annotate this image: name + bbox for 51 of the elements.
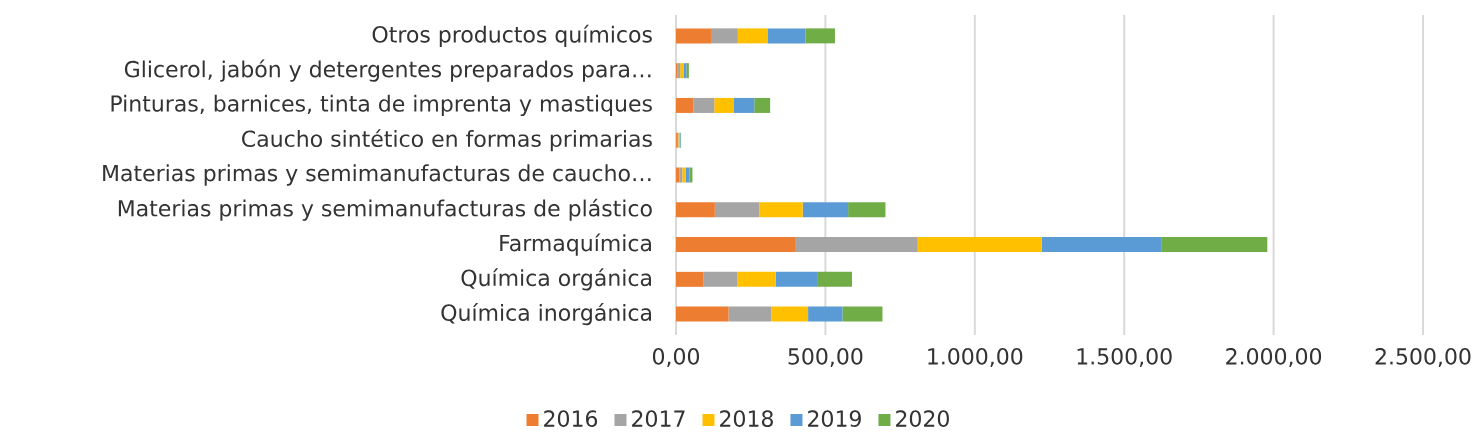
- bar: [676, 306, 729, 322]
- legend-label: 2019: [808, 410, 861, 427]
- x-tick-label: 2.000,00: [1226, 348, 1322, 367]
- x-tick-label: 500,00: [788, 348, 863, 367]
- bar: [714, 202, 760, 218]
- bar: [805, 28, 835, 44]
- y-tick-label: Farmaquímica: [500, 233, 651, 256]
- y-tick-label: Materias primas y semimanufacturas de plástico: [118, 198, 652, 221]
- y-tick-label: Otros productos químicos: [372, 24, 652, 47]
- bar: [1161, 237, 1268, 253]
- y-tick-label: Materias primas y semimanufacturas de caucho…: [103, 164, 651, 186]
- bar: [676, 202, 715, 218]
- y-tick-label: Química inorgánica: [441, 303, 651, 326]
- bar: [795, 237, 918, 253]
- bar: [1041, 237, 1162, 253]
- x-tick-label: 1.000,00: [928, 348, 1023, 367]
- legend-label: 2018: [720, 410, 773, 427]
- bar: [676, 97, 694, 113]
- bar: [710, 28, 738, 44]
- bar: [733, 97, 755, 113]
- bar: [737, 28, 768, 44]
- bar: [693, 97, 715, 113]
- bar: [703, 271, 738, 287]
- bar: [676, 271, 704, 287]
- bar: [917, 237, 1042, 253]
- x-tick-label: 2.500,00: [1375, 348, 1471, 367]
- bar: [759, 202, 803, 218]
- y-tick-label: Química orgánica: [461, 268, 651, 291]
- bar: [689, 167, 693, 183]
- bar: [728, 306, 772, 322]
- bar: [808, 306, 843, 322]
- y-tick-label: Pinturas, barnices, tinta de imprenta y mastiques: [111, 94, 652, 117]
- bar: [817, 271, 852, 287]
- bar: [737, 271, 776, 287]
- bar: [842, 306, 883, 322]
- bar: [775, 271, 818, 287]
- bar: [802, 202, 849, 218]
- y-tick-label: Glicerol, jabón y detergentes preparados para…: [124, 59, 651, 82]
- y-tick-label: Caucho sintético en formas primarias: [242, 129, 652, 152]
- bar: [676, 28, 711, 44]
- bar: [676, 237, 796, 253]
- x-tick-label: 1.500,00: [1077, 348, 1172, 367]
- x-tick-label: 0,00: [652, 348, 700, 367]
- bar: [767, 28, 806, 44]
- bar: [771, 306, 809, 322]
- bar: [754, 97, 771, 113]
- legend-label: 2020: [896, 410, 949, 427]
- bar: [848, 202, 886, 218]
- bar: [714, 97, 734, 113]
- legend-label: 2017: [632, 410, 685, 427]
- legend-label: 2016: [544, 410, 598, 427]
